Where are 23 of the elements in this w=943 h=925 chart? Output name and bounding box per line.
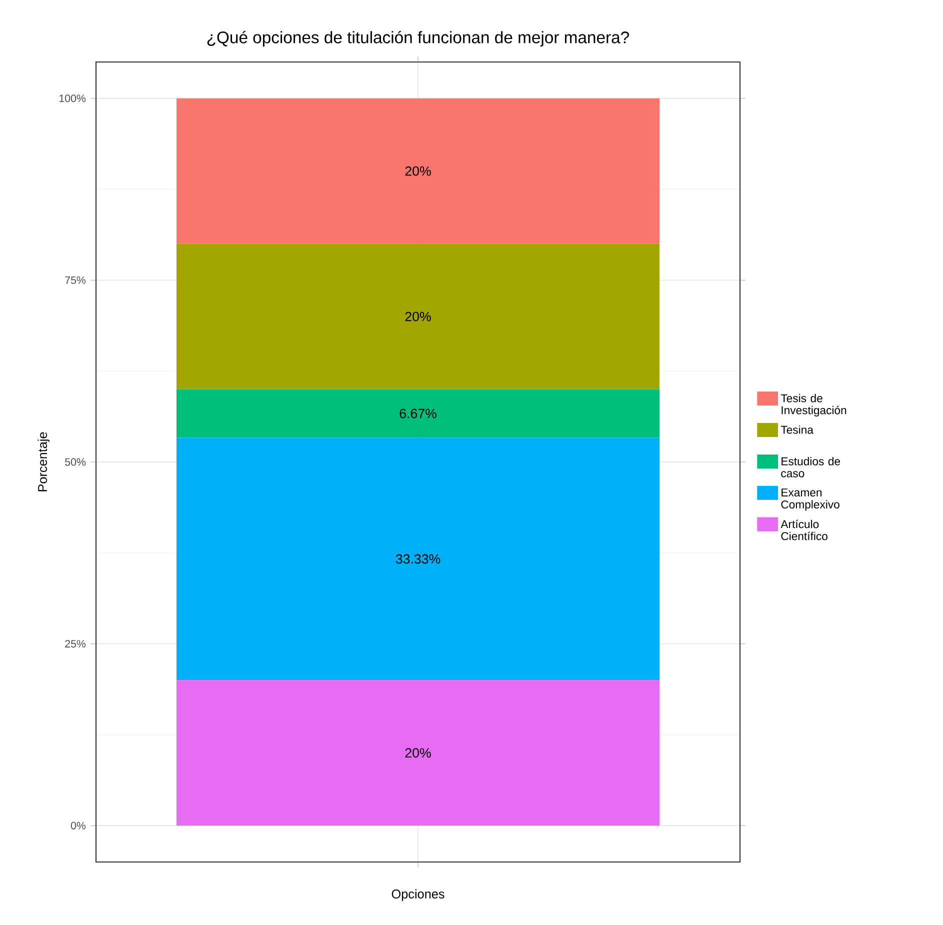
y-tick-label: 100% (59, 94, 86, 102)
legend-label: Estudios de caso (781, 457, 840, 478)
data-label: 20% (405, 312, 431, 322)
y-tick-label: 75% (65, 276, 86, 284)
legend-label: Artículo Científico (780, 520, 828, 540)
data-label: 20% (405, 166, 431, 176)
bar (176, 389, 660, 438)
data-label: 33.33% (396, 554, 440, 564)
bar (176, 98, 660, 244)
legend-label: Examen Complexivo (781, 488, 840, 511)
legend-label: Tesis de Investigación (780, 394, 846, 416)
y-tick-label: 0% (70, 822, 86, 830)
y-tick-label: 50% (65, 458, 86, 466)
legend-label: Tesina (780, 425, 814, 434)
bar (176, 680, 660, 826)
data-label: 20% (405, 748, 431, 758)
chart-title: ¿Qué opciones de titulación funcionan de mejor manera? (207, 30, 629, 47)
bar (176, 244, 660, 390)
y-tick-label: 25% (65, 640, 86, 648)
y-axis-title: Porcentaje (38, 432, 50, 492)
x-axis-title: Opciones (392, 889, 444, 901)
data-label: 6.67% (400, 408, 436, 418)
bar (176, 438, 660, 680)
